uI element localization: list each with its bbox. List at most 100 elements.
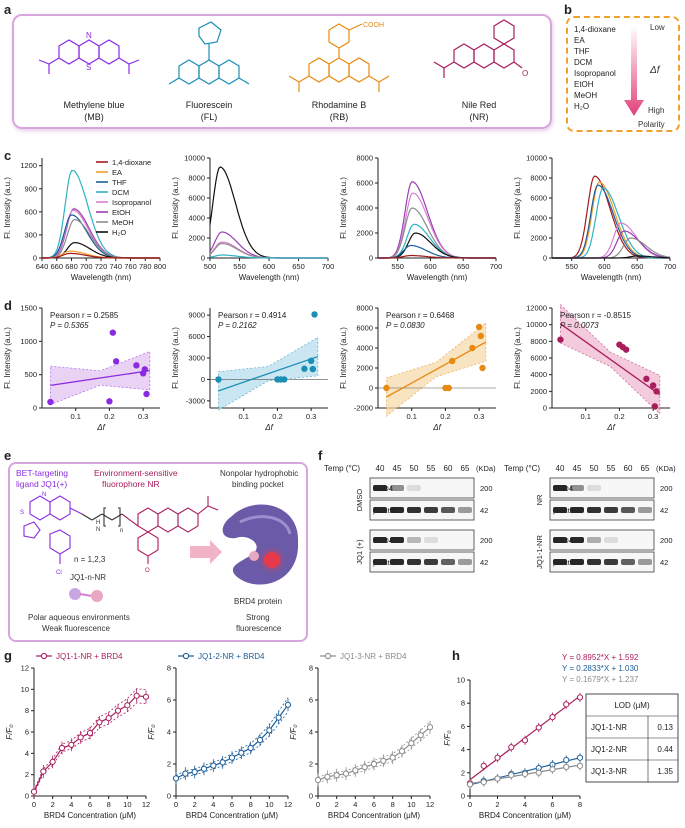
- polarity-arrow: [624, 26, 644, 116]
- y-tick-label: 8: [167, 664, 171, 673]
- data-point: [508, 772, 515, 779]
- legend-label: EA: [112, 168, 122, 177]
- temp-value: 40: [376, 464, 385, 473]
- data-point: [266, 727, 273, 734]
- blot-band: [621, 507, 635, 513]
- blot-frame: [549, 529, 655, 551]
- x-tick-label: 12: [284, 800, 292, 809]
- y-axis-label: F/F₀: [289, 724, 298, 740]
- regression-equation: Y = 0.8952*X + 1.592: [562, 653, 639, 662]
- y-tick-label: 6000: [188, 332, 205, 341]
- y-tick-label: 0: [201, 375, 205, 384]
- y-tick-label: 10: [457, 676, 465, 685]
- rb-abbr: (RB): [330, 112, 349, 122]
- fit-line: [386, 341, 487, 398]
- temp-value: 60: [624, 464, 633, 473]
- group-label: DMSO: [355, 489, 364, 512]
- y-tick-label: 2000: [356, 229, 373, 238]
- y-axis-label: Fl. Intensity (a.u.): [171, 327, 180, 389]
- x-tick-label: 500: [204, 262, 217, 271]
- x-tick-label: 8: [107, 800, 111, 809]
- x-tick-label: 0.1: [238, 412, 248, 421]
- y-tick-label: 0: [461, 792, 465, 801]
- x-tick-label: 12: [142, 800, 150, 809]
- spectrum-line-MeOH: [378, 207, 496, 259]
- kda-header: (KDa): [656, 464, 676, 473]
- solvent-item: 1,4-dioxane: [574, 25, 616, 34]
- data-point: [247, 744, 254, 752]
- x-tick-label: 8: [578, 800, 582, 809]
- blot-band: [587, 537, 601, 543]
- x-tick-label: 8: [249, 800, 253, 809]
- x-tick-label: 0: [32, 800, 36, 809]
- legend-label: DCM: [112, 188, 129, 197]
- data-point: [256, 736, 264, 744]
- data-point: [172, 775, 180, 782]
- x-tick-label: 2: [51, 800, 55, 809]
- x-tick-label: 650: [292, 262, 305, 271]
- pearson-r: Pearson r = -0.8515: [560, 311, 631, 320]
- spectrum-line-MeOH: [209, 242, 328, 259]
- x-tick-label: 10: [407, 800, 415, 809]
- p-value: P = 0.2162: [218, 321, 257, 330]
- ci-lower: [33, 702, 147, 794]
- data-point: [49, 758, 56, 765]
- group-label: JQ1-1-NR: [535, 535, 544, 569]
- y-tick-label: 8: [461, 699, 465, 708]
- data-point: [68, 741, 75, 748]
- data-point: [352, 767, 359, 774]
- bet-label: BET-targeting: [16, 468, 68, 478]
- panel-letter-d: d: [4, 298, 12, 313]
- y-tick-label: 0: [543, 404, 547, 413]
- blot-band: [390, 507, 404, 513]
- kda-value: 200: [480, 484, 493, 493]
- correlation-row: 0.1 0.2 0.3 0 500 1000 1500 Δf Fl. Intensity (a.…: [3, 304, 670, 432]
- data-point: [494, 754, 501, 761]
- x-tick-label: 700: [664, 262, 677, 271]
- polar-env-label: Polar aqueous environments: [28, 613, 130, 622]
- molecules-panel: N S COOH: [12, 14, 552, 129]
- panel-letter-h: h: [452, 648, 460, 663]
- y-tick-label: 500: [24, 370, 37, 379]
- data-point: [408, 740, 415, 747]
- y-tick-label: 2000: [188, 234, 205, 243]
- x-tick-label: 10: [123, 800, 131, 809]
- y-tick-label: 4000: [188, 214, 205, 223]
- y-tick-label: 10000: [526, 154, 547, 163]
- data-point: [311, 311, 318, 318]
- weak-fluor-label: Weak fluorescence: [42, 624, 110, 633]
- x-tick-label: 600: [424, 262, 437, 271]
- blot-band: [570, 537, 584, 543]
- band-name: β-actin: [553, 506, 576, 515]
- x-tick-label: 800: [154, 262, 167, 271]
- kda-value: 200: [660, 484, 673, 493]
- y-tick-label: 4: [167, 728, 171, 737]
- p-value: P = 0.0830: [386, 321, 425, 330]
- y-tick-label: 0: [25, 792, 29, 801]
- spectrum-line-EA: [552, 181, 670, 259]
- pearson-r: Pearson r = 0.2585: [50, 311, 119, 320]
- brd4-protein-icon: [222, 504, 299, 585]
- x-axis-label: Wavelength (nm): [71, 273, 132, 282]
- chart-title: JQ1-2-NR + BRD4: [198, 652, 265, 661]
- y-tick-label: 12: [21, 664, 29, 673]
- y-tick-label: -3000: [186, 396, 205, 405]
- x-tick-label: 10: [265, 800, 273, 809]
- x-tick-label: 4: [211, 800, 215, 809]
- fit-curve: [175, 704, 289, 779]
- blot-frame: [369, 499, 475, 521]
- data-point: [477, 332, 485, 340]
- mechanism-figure: BET-targeting ligand JQ1(+) Environment-…: [16, 468, 299, 633]
- blot-band: [373, 507, 387, 513]
- x-tick-label: 550: [565, 262, 578, 271]
- blot-band: [390, 559, 404, 565]
- data-point: [535, 769, 542, 776]
- data-point: [133, 362, 140, 369]
- spectrum-line-1,4-dioxane: [378, 254, 496, 259]
- binding-arrow: [190, 540, 222, 564]
- y-tick-label: 0: [33, 254, 37, 263]
- temp-label: Temp (°C): [504, 464, 540, 473]
- fl-abbr: (FL): [201, 112, 218, 122]
- data-point: [142, 693, 150, 700]
- panel-letter-g: g: [4, 648, 12, 663]
